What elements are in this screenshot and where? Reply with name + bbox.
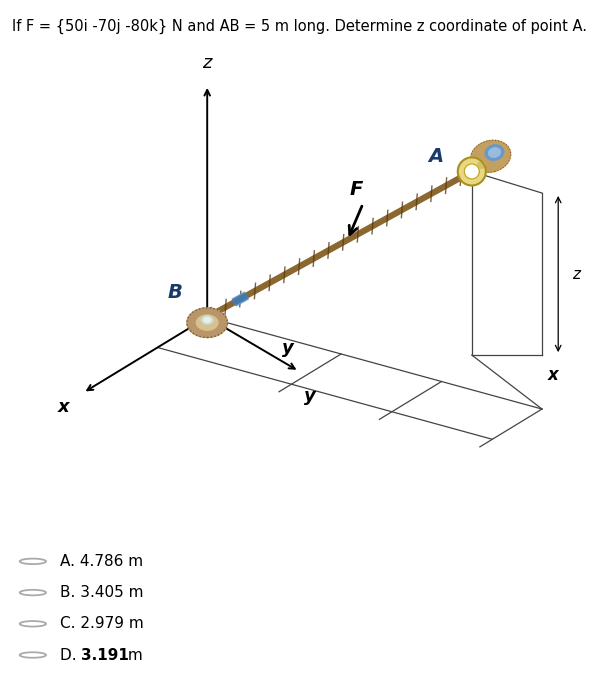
- Text: F: F: [349, 180, 363, 200]
- Text: z: z: [203, 53, 212, 72]
- Text: y: y: [282, 340, 294, 357]
- Text: B. 3.405 m: B. 3.405 m: [60, 585, 144, 600]
- Text: C. 2.979 m: C. 2.979 m: [60, 616, 144, 631]
- Text: If F = {50i -70j -80k} N and AB = 5 m long. Determine z coordinate of point A.: If F = {50i -70j -80k} N and AB = 5 m lo…: [12, 18, 587, 34]
- Ellipse shape: [489, 148, 501, 157]
- Text: A: A: [429, 146, 444, 166]
- Ellipse shape: [464, 164, 480, 179]
- Ellipse shape: [196, 315, 218, 330]
- Ellipse shape: [202, 316, 213, 324]
- Text: z: z: [572, 267, 579, 281]
- Text: y: y: [304, 387, 316, 406]
- Ellipse shape: [478, 162, 486, 168]
- Ellipse shape: [471, 140, 511, 172]
- Ellipse shape: [485, 145, 504, 160]
- Ellipse shape: [203, 317, 211, 323]
- Text: B: B: [167, 284, 182, 302]
- Text: 3.191: 3.191: [81, 647, 129, 663]
- Ellipse shape: [187, 308, 227, 338]
- Text: m: m: [123, 647, 142, 663]
- Text: x: x: [58, 398, 69, 416]
- Text: D.: D.: [60, 647, 81, 663]
- Text: x: x: [547, 366, 558, 384]
- Text: A. 4.786 m: A. 4.786 m: [60, 554, 143, 569]
- Ellipse shape: [457, 157, 486, 186]
